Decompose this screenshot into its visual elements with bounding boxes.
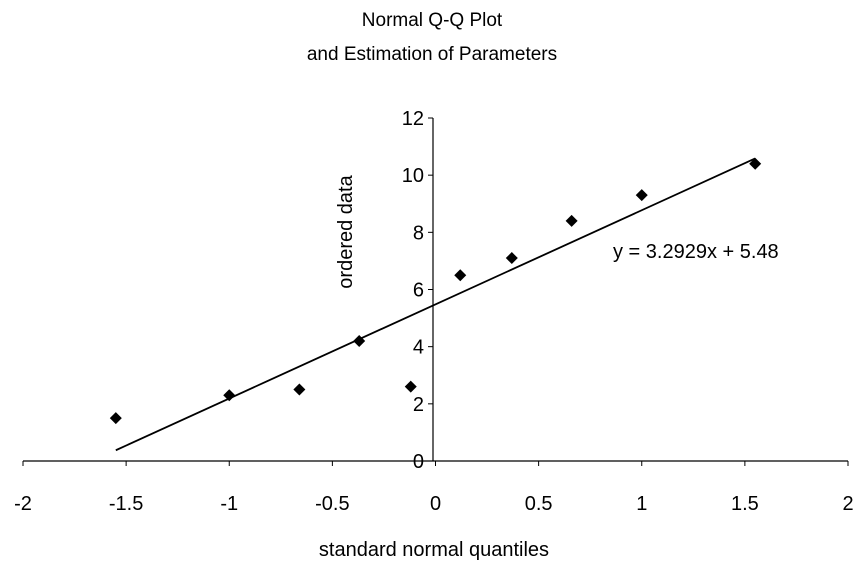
- data-point: [635, 189, 648, 202]
- y-tick-label: 2: [413, 394, 424, 416]
- x-tick-label: -0.5: [315, 493, 349, 515]
- trendline-group: [115, 157, 756, 452]
- y-tick-label: 8: [413, 222, 424, 244]
- y-tick-label: 6: [413, 280, 424, 302]
- data-point: [223, 389, 236, 402]
- data-point: [565, 214, 578, 227]
- y-tick-label: 4: [413, 337, 424, 359]
- data-point: [749, 157, 762, 170]
- chart-title-line-2: and Estimation of Parameters: [307, 44, 557, 65]
- trendline: [115, 157, 756, 452]
- chart-title-line-1: Normal Q-Q Plot: [362, 10, 503, 31]
- y-tick-label: 0: [413, 451, 424, 473]
- x-tick-label: -2: [14, 493, 32, 515]
- trendline-equation-label: y = 3.2929x + 5.48: [613, 241, 779, 263]
- axes-group: -2 -1.5 -1 -0.5 0 0.5 1 1.5 2 0 2 4 6 8 10 12: [14, 108, 853, 515]
- data-point: [353, 334, 366, 347]
- x-tick-label: 1: [636, 493, 647, 515]
- x-tick-label: 0: [430, 493, 441, 515]
- x-tick-label: 1.5: [731, 493, 759, 515]
- data-point: [109, 412, 122, 425]
- y-tick-label: 12: [402, 108, 424, 130]
- x-axis-title: standard normal quantiles: [319, 539, 549, 561]
- x-tick-label: 2: [842, 493, 853, 515]
- y-axis-title: ordered data: [335, 174, 357, 288]
- x-tick-label: 0.5: [525, 493, 553, 515]
- data-point: [454, 269, 467, 282]
- x-tick-label: -1: [220, 493, 238, 515]
- data-point: [505, 252, 518, 265]
- y-tick-label: 10: [402, 165, 424, 187]
- data-points-group: [109, 157, 762, 425]
- data-point: [404, 380, 417, 393]
- data-point: [293, 383, 306, 396]
- x-tick-label: -1.5: [109, 493, 143, 515]
